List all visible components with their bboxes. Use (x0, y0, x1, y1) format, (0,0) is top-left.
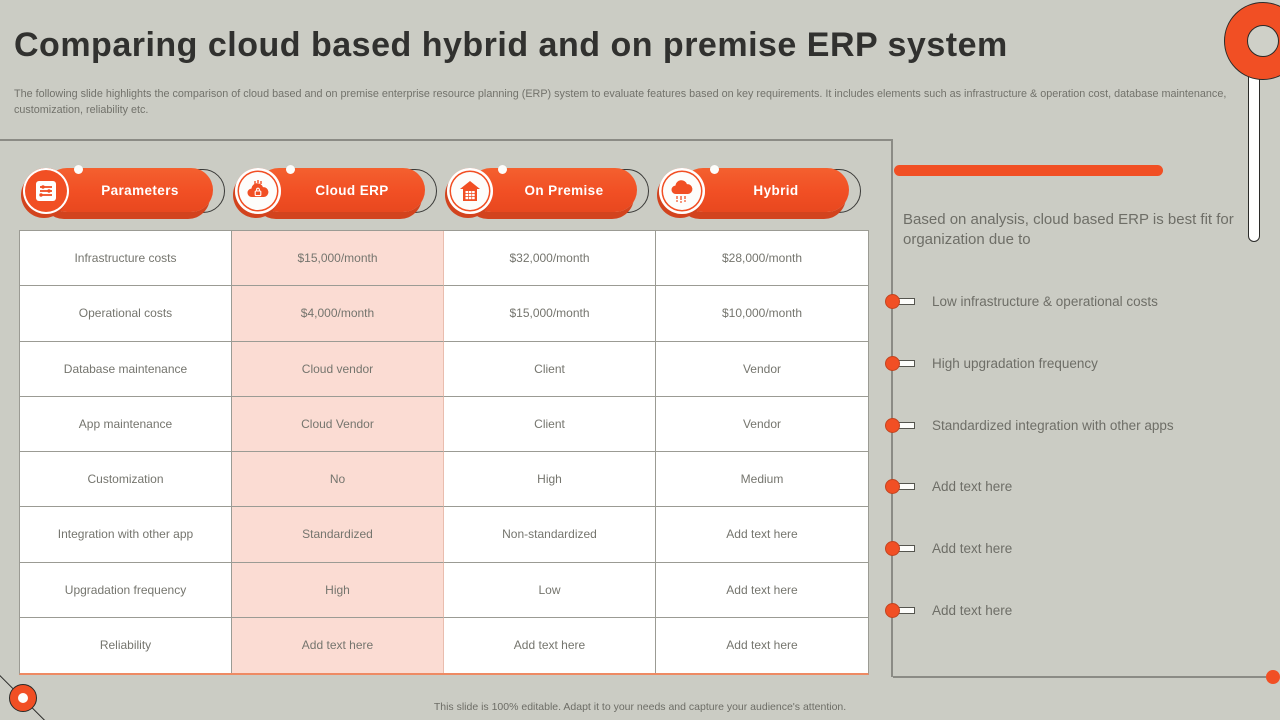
analysis-bullet: High upgradation frequency (885, 356, 1265, 372)
row-label: Database maintenance (20, 341, 232, 397)
bullet-marker-icon (885, 479, 900, 494)
bottom-connector-line (893, 676, 1266, 678)
table-cell: High (444, 452, 656, 508)
table-cell: Client (444, 396, 656, 452)
table-cell: $15,000/month (444, 286, 656, 342)
table-cell: Add text here (656, 562, 868, 618)
column-header-label: Hybrid (753, 182, 799, 198)
table-cell: Cloud vendor (232, 341, 444, 397)
column-header-label: Parameters (101, 182, 179, 198)
table-cell: $32,000/month (444, 231, 656, 287)
bullet-marker-icon (885, 356, 900, 371)
bullet-text: High upgradation frequency (932, 356, 1098, 371)
target-circle-decoration (9, 684, 37, 712)
pill-dot (498, 165, 507, 174)
table-cell: High (232, 562, 444, 618)
pill-dot (710, 165, 719, 174)
column-header-label: On Premise (524, 182, 604, 198)
column-header-parameters: Parameters (23, 165, 225, 215)
table-cell: Add text here (232, 617, 444, 673)
cloud-lock-icon (235, 168, 281, 214)
sliders-icon (23, 168, 69, 214)
table-cell: Add text here (656, 617, 868, 673)
column-header-label: Cloud ERP (315, 182, 389, 198)
bullet-marker-icon (885, 541, 900, 556)
content-frame (0, 139, 893, 677)
column-header-cloud-erp: Cloud ERP (235, 165, 437, 215)
cloud-rain-icon (659, 168, 705, 214)
footer-note: This slide is 100% editable. Adapt it to… (433, 701, 847, 713)
row-label: Integration with other app (20, 507, 232, 563)
slide-description: The following slide highlights the compa… (14, 88, 1227, 116)
table-cell: $28,000/month (656, 231, 868, 287)
column-header-hybrid: Hybrid (659, 165, 861, 215)
connector-end-dot (1266, 670, 1280, 684)
pill-dot (286, 165, 295, 174)
bullet-text: Add text here (932, 541, 1013, 556)
comparison-table: Infrastructure costs $15,000/month $32,0… (19, 230, 869, 675)
analysis-bullet: Low infrastructure & operational costs (885, 294, 1265, 310)
table-cell: $15,000/month (232, 231, 444, 287)
table-cell: Add text here (444, 617, 656, 673)
donut-circle-decoration (1224, 2, 1280, 80)
pill-dot (74, 165, 83, 174)
table-cell: Low (444, 562, 656, 618)
table-cell: $4,000/month (232, 286, 444, 342)
analysis-heading: Based on analysis, cloud based ERP is be… (903, 211, 1234, 248)
table-cell: $10,000/month (656, 286, 868, 342)
analysis-bullet: Standardized integration with other apps (885, 418, 1265, 434)
table-cell: No (232, 452, 444, 508)
table-cell: Vendor (656, 341, 868, 397)
bullet-marker-icon (885, 603, 900, 618)
row-label: Upgradation frequency (20, 562, 232, 618)
row-label: Operational costs (20, 286, 232, 342)
table-cell: Cloud Vendor (232, 396, 444, 452)
table-cell: Vendor (656, 396, 868, 452)
table-cell: Standardized (232, 507, 444, 563)
bullet-text: Add text here (932, 479, 1013, 494)
row-label: Customization (20, 452, 232, 508)
analysis-bullet: Add text here (885, 603, 1265, 619)
bullet-text: Low infrastructure & operational costs (932, 294, 1158, 309)
page-title: Comparing cloud based hybrid and on prem… (14, 26, 1008, 64)
row-label: App maintenance (20, 396, 232, 452)
analysis-bullet: Add text here (885, 479, 1265, 495)
bullet-marker-icon (885, 294, 900, 309)
bullet-text: Add text here (932, 603, 1013, 618)
building-icon (447, 168, 493, 214)
analysis-bullet: Add text here (885, 541, 1265, 557)
accent-bar (894, 165, 1163, 176)
table-cell: Add text here (656, 507, 868, 563)
bullet-text: Standardized integration with other apps (932, 418, 1174, 433)
pin-stick-shape (1248, 70, 1260, 242)
column-header-on-premise: On Premise (447, 165, 649, 215)
table-cell: Client (444, 341, 656, 397)
table-cell: Medium (656, 452, 868, 508)
table-cell: Non-standardized (444, 507, 656, 563)
row-label: Reliability (20, 617, 232, 673)
bullet-marker-icon (885, 418, 900, 433)
row-label: Infrastructure costs (20, 231, 232, 287)
